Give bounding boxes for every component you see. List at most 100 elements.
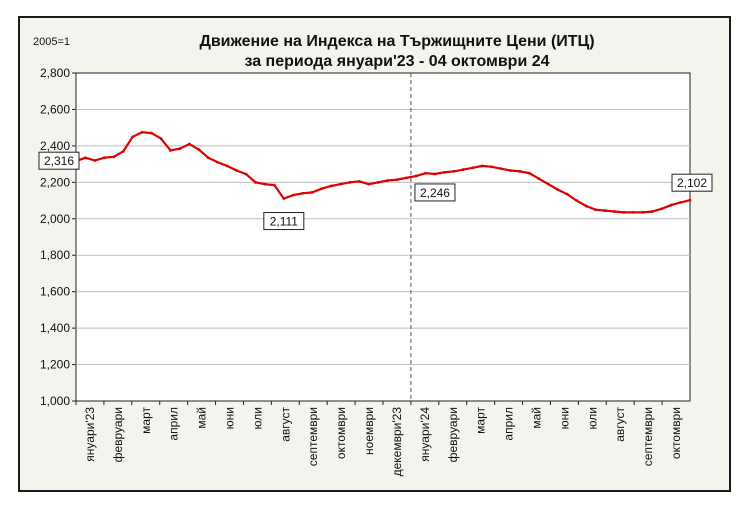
data-point — [546, 182, 550, 186]
data-point — [537, 177, 541, 181]
annotation-label: 2,246 — [420, 186, 450, 200]
data-point — [310, 190, 314, 194]
data-point — [480, 164, 484, 168]
x-tick-label: септември — [306, 407, 320, 466]
data-point — [225, 164, 229, 168]
data-point — [669, 203, 673, 207]
data-point — [414, 174, 418, 178]
x-tick-label: февруари — [446, 407, 460, 462]
data-point — [206, 156, 210, 160]
data-point — [461, 168, 465, 171]
x-tick-label: май — [195, 407, 209, 429]
y-tick-label: 2,600 — [40, 102, 70, 116]
data-point — [367, 182, 371, 186]
itc-series-line — [75, 131, 691, 214]
y-tick-label: 2,400 — [40, 139, 70, 153]
data-point — [603, 209, 607, 212]
annotation-label: 2,111 — [270, 215, 299, 229]
data-point — [433, 172, 437, 176]
data-point — [452, 170, 456, 173]
x-tick-label: май — [530, 407, 544, 429]
data-point — [376, 180, 380, 184]
data-point — [499, 167, 503, 171]
x-tick-label: юли — [585, 407, 599, 429]
data-point — [93, 159, 97, 162]
annotation-box — [38, 151, 80, 170]
data-point — [301, 191, 305, 195]
data-point — [594, 208, 597, 212]
data-point — [679, 200, 682, 204]
annotation-box — [414, 183, 456, 202]
y-tick-label: 1,400 — [40, 321, 70, 335]
data-point — [263, 182, 267, 186]
data-point — [121, 149, 125, 153]
data-point — [187, 142, 191, 146]
data-point — [235, 169, 238, 172]
data-point — [490, 165, 494, 169]
x-tick-label: ноември — [362, 407, 376, 455]
data-point — [641, 211, 645, 214]
data-point — [348, 180, 352, 184]
data-point — [169, 149, 172, 152]
annotation-label: 2,316 — [44, 154, 74, 168]
x-tick-label: януари'23 — [83, 407, 97, 462]
data-point — [244, 172, 248, 176]
data-point — [424, 171, 427, 175]
data-point — [528, 171, 531, 175]
unit-label: 2005=1 — [33, 36, 70, 48]
x-tick-label: октомври — [669, 407, 683, 459]
x-tick-label: януари'24 — [418, 407, 432, 462]
plot-area — [75, 72, 691, 402]
x-tick-label: октомври — [334, 407, 348, 459]
data-point — [660, 207, 664, 211]
data-point — [622, 211, 626, 214]
data-point — [254, 180, 257, 184]
data-point — [565, 192, 569, 196]
y-tick-label: 1,800 — [40, 248, 70, 262]
data-point — [102, 156, 106, 160]
chart-title-line1: Движение на Индекса на Тържищните Цени (… — [199, 33, 594, 50]
y-tick-label: 2,800 — [40, 66, 70, 80]
annotation-box — [263, 212, 305, 231]
data-point — [405, 176, 409, 180]
x-tick-label: февруари — [111, 407, 125, 462]
x-tick-label: август — [278, 407, 292, 442]
y-tick-label: 1,200 — [40, 358, 70, 372]
x-tick-label: април — [502, 407, 516, 441]
y-axis: 1,000 1,200 1,400 1,600 1,800 2,000 2,200 2,400… — [40, 66, 76, 408]
series-points — [74, 130, 692, 214]
annotation-box — [671, 173, 713, 192]
data-point — [112, 155, 116, 159]
data-point — [291, 193, 295, 197]
x-tick-label: август — [613, 407, 627, 442]
data-point — [518, 170, 522, 173]
data-point — [650, 210, 654, 213]
data-point — [272, 183, 276, 187]
x-tick-label: март — [139, 407, 153, 434]
data-point — [140, 130, 144, 134]
chart-title-line2: за периода януари'23 - 04 октомври 24 — [244, 53, 549, 70]
data-point — [150, 131, 153, 135]
x-axis: януари'23 февруари март април май юни юли авгус… — [75, 401, 683, 477]
data-point — [282, 197, 286, 200]
data-point — [329, 184, 333, 188]
x-tick-label: декември'23 — [390, 407, 404, 477]
x-tick-label: април — [167, 407, 181, 441]
y-tick-label: 1,600 — [40, 285, 70, 299]
data-point — [395, 178, 399, 182]
x-tick-label: юни — [223, 407, 237, 429]
data-point — [84, 156, 87, 160]
data-point — [688, 198, 692, 202]
data-point — [556, 188, 560, 192]
data-point — [575, 199, 579, 202]
data-point — [613, 210, 616, 213]
y-tick-label: 2,200 — [40, 175, 70, 189]
data-point — [159, 137, 163, 141]
data-point — [197, 148, 201, 151]
data-annotations: 2,316 2,111 2,246 2,102 — [38, 151, 713, 231]
data-point — [339, 182, 342, 186]
x-tick-label: юни — [557, 407, 571, 429]
x-tick-label: март — [474, 407, 488, 434]
data-point — [131, 135, 135, 139]
